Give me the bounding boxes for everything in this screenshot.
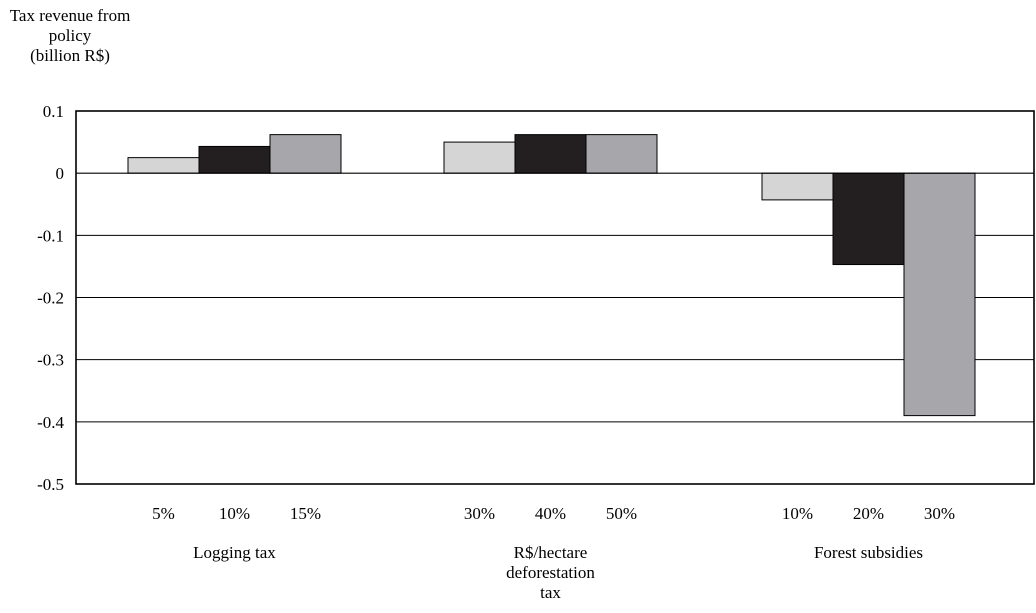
x-tick-label: 5% [152, 504, 175, 523]
x-tick-label: 30% [924, 504, 955, 523]
group-label-logging-tax: Logging tax [125, 543, 345, 563]
y-axis-label: Tax revenue from policy (billion R$) [0, 6, 140, 66]
group-label-line: deforestation [506, 563, 595, 582]
y-tick-labels: 0.1 0 -0.1 -0.2 -0.3 -0.4 -0.5 [37, 102, 64, 494]
group-label-line: R$/hectare [513, 543, 588, 562]
y-tick-label: 0 [56, 164, 65, 183]
bar [832, 172, 905, 266]
group-label-deforestation-tax: R$/hectare deforestation tax [441, 543, 661, 603]
x-tick-label: 30% [464, 504, 495, 523]
bar [903, 172, 976, 417]
y-axis-label-line-3: (billion R$) [30, 46, 110, 65]
x-tick-labels: 5% 10% 15% 30% 40% 50% 10% 20% 30% [152, 504, 955, 523]
bar [269, 134, 342, 174]
y-tick-label: -0.1 [37, 226, 64, 245]
group-label-line: tax [540, 583, 561, 602]
bar [514, 134, 587, 174]
bars [127, 134, 976, 417]
x-tick-label: 20% [853, 504, 884, 523]
group-label-forest-subsidies: Forest subsidies [759, 543, 979, 563]
bar [443, 141, 516, 174]
y-tick-label: -0.4 [37, 413, 64, 432]
y-tick-label: 0.1 [43, 102, 64, 121]
y-axis-label-line-2: policy [48, 26, 92, 45]
x-tick-label: 50% [606, 504, 637, 523]
bar [127, 157, 200, 174]
x-tick-label: 40% [535, 504, 566, 523]
x-tick-label: 10% [782, 504, 813, 523]
y-axis-label-line-1: Tax revenue from [9, 6, 131, 25]
x-tick-label: 10% [219, 504, 250, 523]
x-tick-label: 15% [290, 504, 321, 523]
bar [198, 145, 271, 174]
y-tick-label: -0.5 [37, 475, 64, 494]
bar [761, 172, 834, 201]
group-label-line: Forest subsidies [813, 543, 924, 562]
y-tick-label: -0.3 [37, 351, 64, 370]
plot-frame [75, 110, 1035, 485]
group-label-line: Logging tax [193, 543, 276, 562]
bar [585, 134, 658, 174]
y-tick-label: -0.2 [37, 289, 64, 308]
